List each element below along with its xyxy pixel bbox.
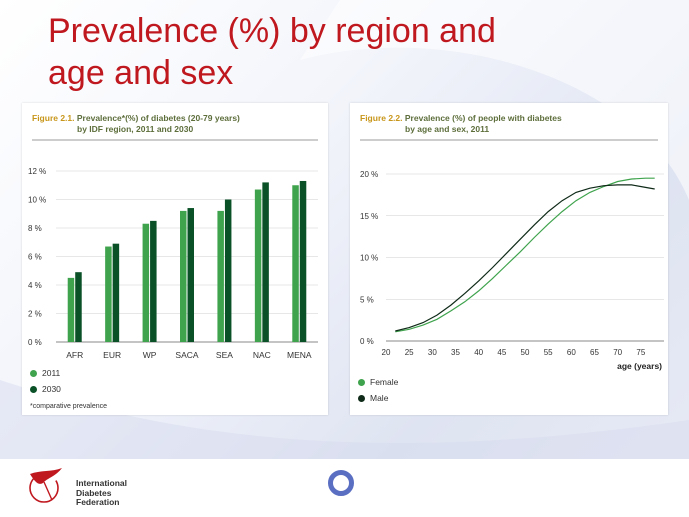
- figure-2-2-title-line-1: Prevalence (%) of people with diabetes: [404, 113, 562, 123]
- x-tick-label: 40: [474, 348, 483, 357]
- bar-2011-wp: [142, 223, 150, 342]
- x-tick-label: 55: [544, 348, 553, 357]
- legend-item-2030: 2030: [30, 381, 61, 397]
- series-line-male: [395, 184, 655, 332]
- legend-swatch-2011: [30, 369, 37, 377]
- x-axis-label: age (years): [617, 361, 662, 371]
- bar-2030-sea: [224, 199, 232, 342]
- y-tick-label: 2 %: [28, 310, 42, 319]
- bar-2011-sea: [217, 210, 224, 342]
- figure-2-1-title-line-2: by IDF region, 2011 and 2030: [77, 124, 194, 134]
- series-line-female: [395, 177, 655, 333]
- bar-2011-eur: [105, 246, 112, 342]
- legend-swatch-female: [358, 378, 365, 386]
- y-tick-label: 10 %: [28, 196, 46, 205]
- legend-label-2030: 2030: [42, 384, 61, 394]
- y-tick-label: 15 %: [360, 212, 378, 221]
- bar-legend: 2011 2030: [30, 365, 61, 397]
- figure-2-1-title: Figure 2.1. Prevalence*(%) of diabetes (…: [32, 113, 322, 135]
- y-tick-label: 0 %: [28, 338, 42, 347]
- slide-title: Prevalence (%) by region and age and sex: [48, 10, 668, 94]
- slide-title-line-2: age and sex: [48, 54, 234, 92]
- x-tick-label: 45: [497, 348, 506, 357]
- figure-2-2-panel: Figure 2.2. Prevalence (%) of people wit…: [350, 103, 668, 415]
- x-tick-label: 20: [382, 348, 391, 357]
- figure-2-1-footnote: *comparative prevalence: [30, 403, 108, 410]
- figure-2-1-title-line-1: Prevalence*(%) of diabetes (20-79 years): [76, 113, 240, 123]
- bar-2030-wp: [150, 220, 157, 342]
- bar-2030-nac: [262, 182, 269, 342]
- y-tick-label: 4 %: [28, 281, 42, 290]
- figure-2-1-number: Figure 2.1.: [32, 113, 75, 123]
- x-tick-label: AFR: [66, 350, 83, 360]
- y-tick-label: 10 %: [360, 254, 378, 263]
- figure-2-1-panel: Figure 2.1. Prevalence*(%) of diabetes (…: [22, 103, 328, 415]
- y-tick-label: 0 %: [360, 337, 374, 346]
- x-tick-label: 65: [590, 348, 599, 357]
- x-tick-label: NAC: [253, 350, 271, 360]
- x-tick-label: 30: [428, 348, 437, 357]
- bar-chart: 0 % 2 % 4 % 6 % 8 % 10 % 12 % AFR EUR WP SACA SEA NA…: [28, 139, 318, 360]
- line-legend: Female Male: [358, 374, 398, 406]
- logo-line-2: Diabetes: [76, 487, 112, 498]
- x-tick-label: 75: [636, 348, 645, 357]
- y-tick-label: 5 %: [360, 295, 374, 304]
- bar-2011-afr: [67, 277, 75, 342]
- bar-2011-mena: [292, 185, 299, 342]
- bar-2011-saca: [180, 210, 187, 342]
- bar-2011-nac: [254, 189, 262, 342]
- figure-2-2-title: Figure 2.2. Prevalence (%) of people wit…: [360, 113, 660, 135]
- legend-label-female: Female: [370, 377, 399, 387]
- legend-item-2011: 2011: [30, 365, 61, 381]
- legend-label-male: Male: [370, 393, 389, 403]
- y-tick-label: 8 %: [28, 224, 42, 233]
- x-tick-label: 50: [521, 348, 530, 357]
- hummingbird-icon: [29, 468, 62, 503]
- figure-2-2-number: Figure 2.2.: [360, 113, 403, 123]
- y-tick-label: 20 %: [360, 170, 378, 179]
- line-chart: 0 % 5 % 10 % 15 % 20 % 20 25 30 35 40 45 50 55 60 65 70…: [360, 139, 664, 371]
- bar-2030-eur: [112, 243, 120, 342]
- legend-item-female: Female: [358, 374, 398, 390]
- ring-icon: [328, 470, 354, 496]
- logo-line-3: Federation: [76, 497, 120, 507]
- x-tick-label: 70: [613, 348, 622, 357]
- x-tick-label: WP: [143, 350, 157, 360]
- x-tick-label: 25: [405, 348, 414, 357]
- idf-logo-text: International Diabetes Federation: [76, 478, 128, 508]
- x-tick-label: SACA: [175, 350, 198, 360]
- x-tick-label: MENA: [287, 350, 312, 360]
- x-tick-label: 35: [451, 348, 460, 357]
- legend-item-male: Male: [358, 390, 398, 406]
- y-tick-label: 6 %: [28, 253, 42, 262]
- figure-2-2-title-line-2: by age and sex, 2011: [405, 124, 490, 134]
- legend-label-2011: 2011: [42, 368, 61, 378]
- slide-title-line-1: Prevalence (%) by region and: [48, 12, 496, 50]
- x-tick-label: 60: [567, 348, 576, 357]
- y-tick-label: 12 %: [28, 167, 46, 176]
- x-tick-label: SEA: [216, 350, 233, 360]
- bar-2030-afr: [75, 272, 82, 342]
- logo-line-1: International: [76, 478, 128, 488]
- legend-swatch-2030: [30, 385, 37, 393]
- legend-swatch-male: [358, 394, 365, 402]
- bar-2030-saca: [187, 208, 194, 342]
- x-tick-label: EUR: [103, 350, 121, 360]
- bar-2030-mena: [299, 180, 307, 342]
